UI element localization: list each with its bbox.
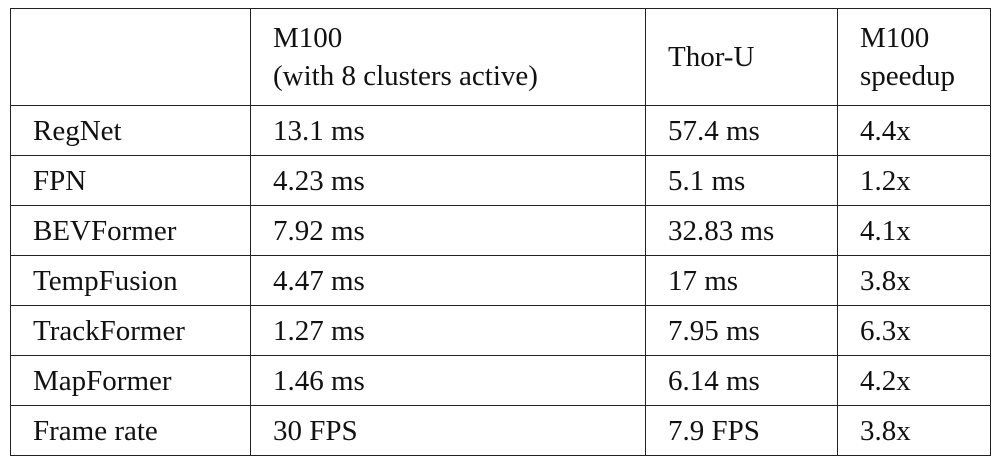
- value-cell: 5.1 ms: [645, 155, 838, 206]
- value-cell: 4.1x: [837, 205, 991, 256]
- value-cell: 7.92 ms: [250, 205, 646, 256]
- row-label-cell: MapFormer: [10, 355, 251, 406]
- value-cell: 6.3x: [837, 305, 991, 356]
- value-cell: 13.1 ms: [250, 105, 646, 156]
- table-body: M100 (with 8 clusters active) Thor-U M100 sp…: [10, 8, 991, 456]
- data-row: TrackFormer 1.27 ms 7.95 ms 6.3x: [10, 305, 991, 356]
- value-cell: 7.9 FPS: [645, 405, 838, 456]
- header-line: (with 8 clusters active): [273, 60, 538, 92]
- data-row: RegNet 13.1 ms 57.4 ms 4.4x: [10, 105, 991, 156]
- data-row: MapFormer 1.46 ms 6.14 ms 4.2x: [10, 355, 991, 406]
- row-label-cell: TrackFormer: [10, 305, 251, 356]
- row-label-cell: FPN: [10, 155, 251, 206]
- row-label-cell: TempFusion: [10, 255, 251, 306]
- header-cell: M100 speedup: [837, 8, 991, 106]
- value-cell: 32.83 ms: [645, 205, 838, 256]
- header-line: speedup: [860, 60, 956, 92]
- value-cell: 4.47 ms: [250, 255, 646, 306]
- value-cell: 4.4x: [837, 105, 991, 156]
- header-line: M100: [273, 22, 343, 54]
- value-cell: 3.8x: [837, 405, 991, 456]
- header-cell: M100 (with 8 clusters active): [250, 8, 646, 106]
- results-table: M100 (with 8 clusters active) Thor-U M100 sp…: [10, 8, 991, 456]
- header-row: M100 (with 8 clusters active) Thor-U M100 sp…: [10, 8, 991, 106]
- value-cell: 4.2x: [837, 355, 991, 406]
- value-cell: 4.23 ms: [250, 155, 646, 206]
- header-line: M100: [860, 22, 930, 54]
- value-cell: 1.46 ms: [250, 355, 646, 406]
- value-cell: 17 ms: [645, 255, 838, 306]
- value-cell: 57.4 ms: [645, 105, 838, 156]
- row-label-cell: BEVFormer: [10, 205, 251, 256]
- header-cell: Thor-U: [645, 8, 838, 106]
- value-cell: 1.27 ms: [250, 305, 646, 356]
- data-row: BEVFormer 7.92 ms 32.83 ms 4.1x: [10, 205, 991, 256]
- value-cell: 1.2x: [837, 155, 991, 206]
- data-row: FPN 4.23 ms 5.1 ms 1.2x: [10, 155, 991, 206]
- value-cell: 30 FPS: [250, 405, 646, 456]
- data-row: TempFusion 4.47 ms 17 ms 3.8x: [10, 255, 991, 306]
- value-cell: 3.8x: [837, 255, 991, 306]
- header-line: Thor-U: [668, 41, 755, 73]
- row-label-cell: Frame rate: [10, 405, 251, 456]
- header-corner-cell: [10, 8, 251, 106]
- value-cell: 7.95 ms: [645, 305, 838, 356]
- value-cell: 6.14 ms: [645, 355, 838, 406]
- row-label-cell: RegNet: [10, 105, 251, 156]
- data-row: Frame rate 30 FPS 7.9 FPS 3.8x: [10, 405, 991, 456]
